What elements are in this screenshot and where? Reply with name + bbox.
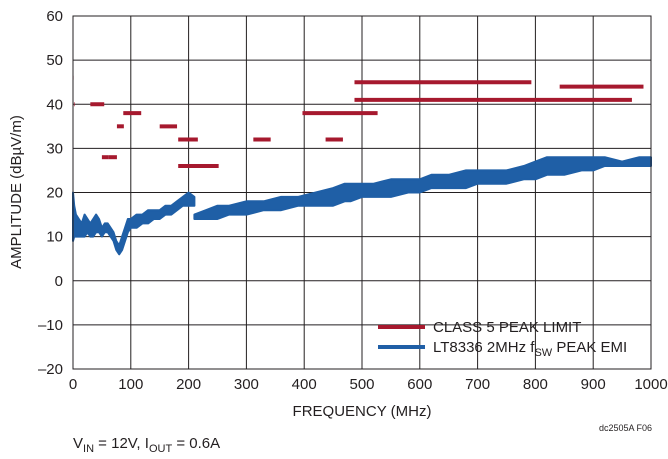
limit-series: [73, 75, 644, 169]
y-tick-label: 30: [46, 140, 63, 157]
x-tick-label: 600: [407, 376, 432, 393]
x-tick-label: 700: [465, 376, 490, 393]
x-tick-label: 800: [523, 376, 548, 393]
emi-band: [193, 156, 652, 220]
legend-label-emi: LT8336 2MHz fSW PEAK EMI: [433, 339, 627, 359]
x-axis-title: FREQUENCY (MHz): [293, 403, 432, 420]
y-axis-title: AMPLITUDE (dBµV/m): [8, 115, 25, 269]
x-tick-label: 1000: [634, 376, 667, 393]
y-tick-label: –20: [38, 361, 63, 378]
x-tick-label: 100: [118, 376, 143, 393]
test-conditions: VIN = 12V, IOUT = 0.6A: [73, 435, 220, 455]
y-tick-labels: 60 50 40 30 20 10 0 –10 –20: [38, 8, 63, 378]
y-tick-label: 0: [55, 273, 63, 290]
x-tick-label: 200: [176, 376, 201, 393]
figure-code: dc2505A F06: [599, 423, 652, 433]
emi-band: [72, 191, 196, 256]
legend-label-limit: CLASS 5 PEAK LIMIT: [433, 319, 581, 336]
y-tick-label: 60: [46, 8, 63, 25]
x-tick-label: 900: [581, 376, 606, 393]
y-tick-label: 10: [46, 229, 63, 246]
y-tick-label: 50: [46, 52, 63, 69]
y-tick-label: –10: [38, 317, 63, 334]
x-tick-labels: 0 100 200 300 400 500 600 700 800 900 1000: [69, 376, 668, 393]
y-tick-label: 20: [46, 185, 63, 202]
x-tick-label: 0: [69, 376, 77, 393]
legend: CLASS 5 PEAK LIMIT LT8336 2MHz fSW PEAK …: [378, 319, 627, 359]
y-tick-label: 40: [46, 96, 63, 113]
plot-frame: [72, 15, 652, 370]
x-tick-label: 400: [292, 376, 317, 393]
x-tick-label: 300: [234, 376, 259, 393]
x-tick-label: 500: [349, 376, 374, 393]
